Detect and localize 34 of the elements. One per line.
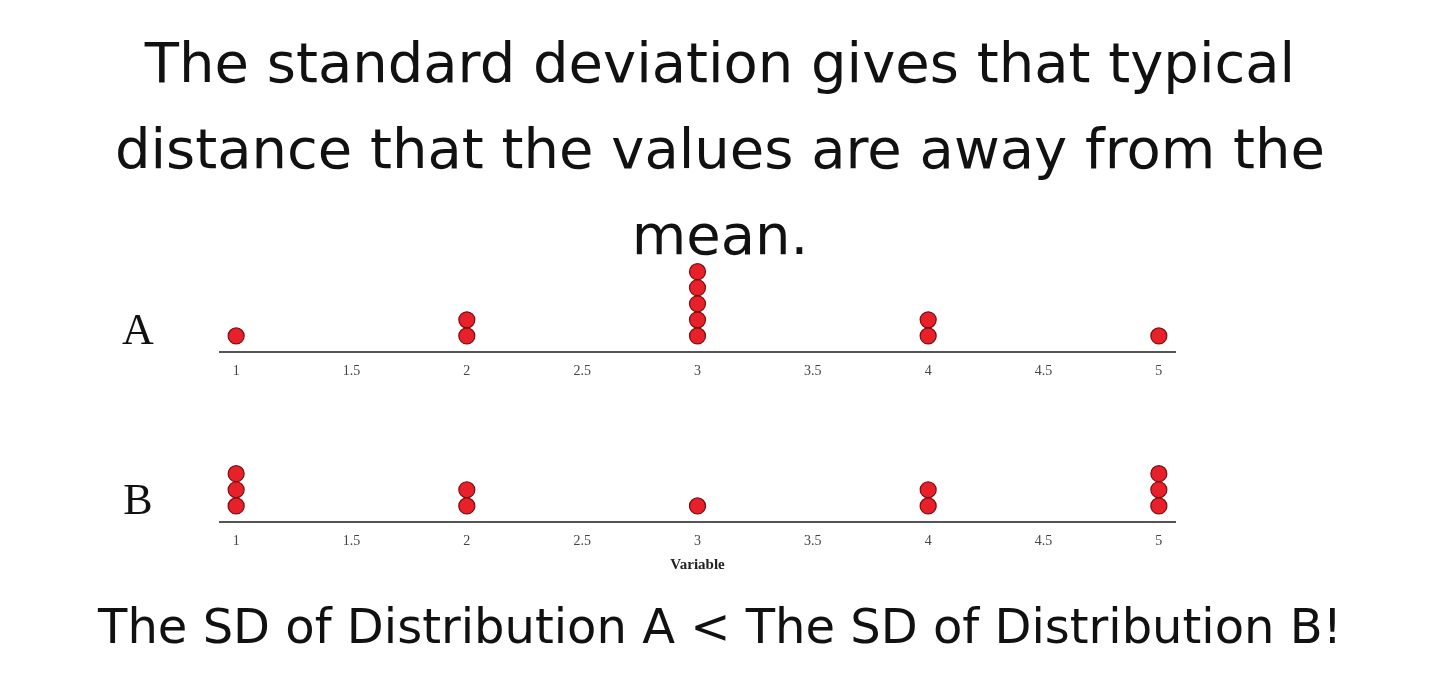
x-tick-label: 1.5	[342, 363, 361, 379]
point	[688, 279, 707, 297]
chart-title: The standard deviation gives that typical distance that the values are away from the mean.	[114, 29, 1326, 269]
x-tick-label: 2	[463, 363, 471, 379]
x-tick-label: 3.5	[804, 533, 822, 549]
x-tick-label: 3	[694, 533, 701, 549]
x-tick-label: 1	[232, 363, 240, 379]
x-tick-label: 4.5	[1034, 363, 1053, 379]
x-axis-title: Variable	[670, 556, 726, 573]
point	[919, 311, 937, 329]
x-tick-label: 2	[463, 533, 471, 549]
x-tick-label: 3.5	[804, 363, 822, 379]
x-tick-label: 2.5	[573, 533, 591, 549]
x-tick-label: 4.5	[1034, 533, 1053, 549]
x-tick-label: 2.5	[573, 363, 591, 379]
x-tick-label: 3	[694, 363, 701, 379]
x-tick-label: 1	[232, 533, 240, 549]
x-tick-label: 1.5	[342, 533, 361, 549]
point	[919, 327, 937, 345]
point	[458, 311, 476, 329]
point	[458, 327, 476, 345]
x-tick-label: 4	[924, 533, 932, 549]
point	[688, 327, 707, 345]
text: The SD of Distribution A < The SD of Distribution B!	[97, 598, 1343, 654]
x-tick-label: 5	[1155, 363, 1163, 379]
point	[688, 295, 707, 313]
point	[227, 327, 245, 345]
x-tick-label: 4	[924, 363, 932, 379]
point	[1150, 327, 1168, 345]
y-axis-title: A	[122, 304, 155, 354]
point	[688, 263, 707, 281]
point	[688, 311, 707, 329]
y-axis-title: B	[123, 474, 153, 524]
x-tick-label: 5	[1155, 533, 1163, 549]
